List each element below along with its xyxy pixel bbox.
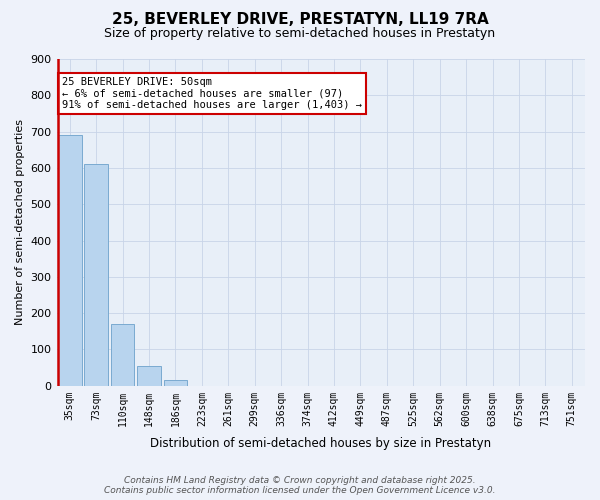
Bar — [58, 135, 82, 386]
X-axis label: Distribution of semi-detached houses by size in Prestatyn: Distribution of semi-detached houses by … — [150, 437, 491, 450]
Bar — [137, 366, 161, 386]
Text: Contains HM Land Registry data © Crown copyright and database right 2025.
Contai: Contains HM Land Registry data © Crown c… — [104, 476, 496, 495]
Bar — [164, 380, 187, 386]
Bar — [111, 324, 134, 386]
Text: 25, BEVERLEY DRIVE, PRESTATYN, LL19 7RA: 25, BEVERLEY DRIVE, PRESTATYN, LL19 7RA — [112, 12, 488, 28]
Y-axis label: Number of semi-detached properties: Number of semi-detached properties — [15, 120, 25, 326]
Text: Size of property relative to semi-detached houses in Prestatyn: Size of property relative to semi-detach… — [104, 28, 496, 40]
Text: 25 BEVERLEY DRIVE: 50sqm
← 6% of semi-detached houses are smaller (97)
91% of se: 25 BEVERLEY DRIVE: 50sqm ← 6% of semi-de… — [62, 77, 362, 110]
Bar — [84, 164, 108, 386]
